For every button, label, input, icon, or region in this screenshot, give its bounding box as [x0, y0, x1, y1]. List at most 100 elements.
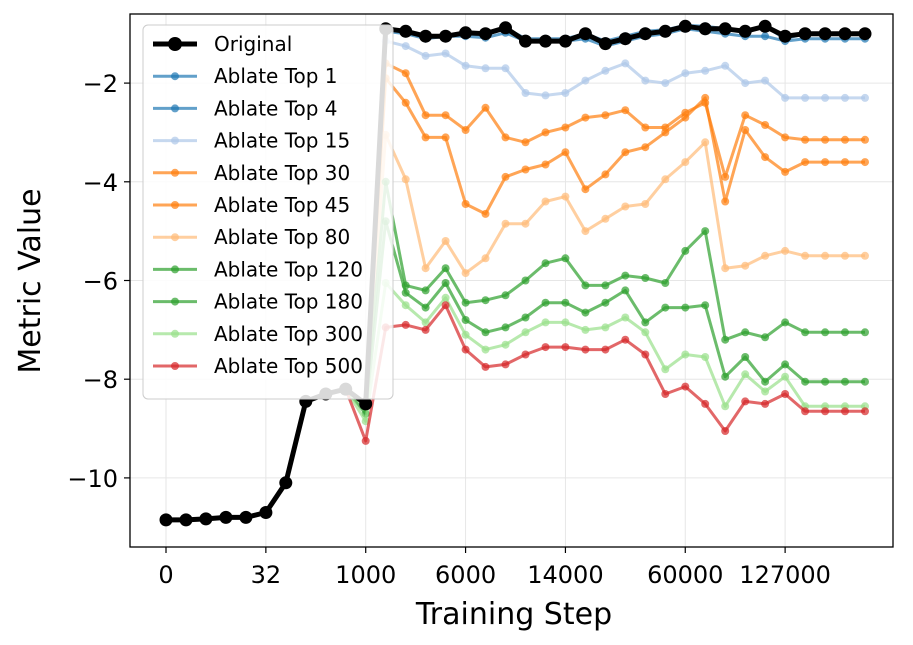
series-layer: [159, 19, 872, 527]
data-point: [741, 111, 750, 120]
data-point: [641, 274, 650, 282]
data-point: [761, 121, 770, 129]
data-point: [701, 301, 710, 310]
x-tick-label: 60000: [647, 561, 723, 589]
data-point: [461, 316, 470, 324]
data-point: [641, 328, 650, 337]
data-point: [541, 318, 550, 327]
data-point: [821, 93, 830, 102]
data-point: [661, 303, 670, 312]
data-point: [741, 328, 750, 337]
legend-swatch-marker: [171, 362, 179, 370]
data-point: [818, 27, 832, 41]
data-point: [561, 148, 570, 157]
legend-label: Ablate Top 500: [214, 354, 363, 378]
data-point: [781, 167, 790, 176]
series-original: [159, 19, 872, 527]
data-point: [159, 513, 173, 527]
legend-item: Ablate Top 1: [153, 64, 338, 88]
data-point: [801, 407, 810, 416]
legend-swatch-marker: [171, 168, 179, 177]
y-tick-label: −4: [83, 169, 118, 197]
legend-swatch-marker: [171, 104, 179, 113]
data-point: [701, 399, 710, 408]
data-point: [661, 128, 670, 137]
legend-item: Ablate Top 500: [153, 354, 363, 378]
data-point: [841, 158, 849, 167]
data-point: [441, 133, 450, 142]
data-point: [781, 360, 790, 369]
data-point: [461, 200, 470, 208]
data-point: [801, 251, 810, 260]
data-point: [821, 251, 830, 260]
data-point: [521, 219, 530, 228]
data-point: [401, 175, 410, 184]
data-point: [561, 318, 570, 327]
data-point: [861, 93, 869, 102]
data-point: [721, 197, 730, 206]
data-point: [681, 303, 690, 312]
data-point: [581, 325, 590, 334]
data-point: [781, 372, 790, 381]
data-point: [761, 399, 770, 408]
data-point: [481, 296, 490, 305]
data-point: [461, 330, 470, 339]
data-point: [541, 298, 550, 307]
data-point: [581, 185, 590, 194]
data-point: [601, 281, 610, 290]
data-point: [621, 106, 630, 115]
data-point: [501, 360, 510, 369]
data-point: [841, 328, 849, 337]
data-point: [621, 59, 630, 68]
data-point: [801, 135, 810, 144]
y-axis-label: Metric Value: [13, 188, 48, 373]
data-point: [501, 219, 510, 228]
data-point: [678, 19, 692, 33]
data-point: [801, 328, 810, 337]
data-point: [501, 323, 510, 332]
data-point: [621, 271, 630, 280]
data-point: [601, 345, 610, 354]
data-point: [621, 335, 630, 344]
data-point: [718, 22, 732, 36]
data-point: [601, 111, 610, 120]
legend-swatch-marker: [168, 37, 182, 51]
data-point: [761, 377, 770, 386]
data-point: [661, 390, 670, 398]
data-point: [661, 175, 670, 184]
data-point: [661, 79, 670, 88]
data-point: [701, 353, 710, 361]
data-point: [419, 29, 433, 43]
legend-swatch-marker: [171, 297, 179, 306]
y-tick-label: −2: [83, 70, 118, 98]
data-point: [441, 264, 450, 273]
data-point: [861, 251, 869, 260]
data-point: [581, 308, 590, 317]
data-point: [721, 172, 730, 181]
data-point: [781, 318, 790, 327]
data-point: [399, 24, 413, 38]
data-point: [638, 27, 652, 41]
data-point: [721, 372, 730, 381]
data-point: [621, 313, 630, 322]
data-point: [481, 362, 490, 371]
data-point: [621, 202, 630, 211]
data-point: [179, 513, 193, 527]
data-point: [601, 170, 610, 179]
data-point: [459, 26, 473, 40]
data-point: [199, 512, 213, 526]
legend-label: Ablate Top 120: [214, 257, 363, 281]
legend-swatch-marker: [171, 136, 179, 145]
x-tick-label: 6000: [435, 561, 496, 589]
data-point: [521, 313, 530, 322]
data-point: [721, 61, 730, 70]
data-point: [661, 365, 670, 374]
legend-item: Ablate Top 30: [153, 161, 350, 185]
data-point: [721, 264, 730, 273]
data-point: [521, 165, 530, 174]
data-point: [761, 153, 770, 162]
data-point: [481, 103, 490, 112]
data-point: [461, 345, 470, 354]
legend-item: Ablate Top 45: [153, 193, 350, 217]
